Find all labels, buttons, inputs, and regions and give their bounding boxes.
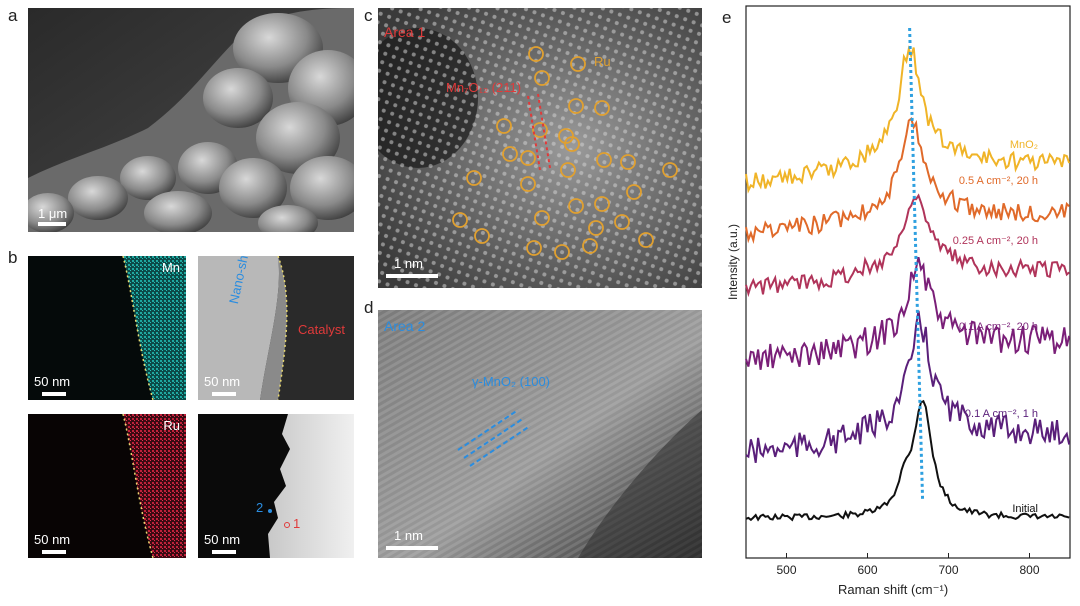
hrtem-area2-image: Area 2 γ-MnO₂ (100) 1 nm <box>378 310 702 558</box>
x-axis-label: Raman shift (cm⁻¹) <box>838 582 949 597</box>
area1-label: Area 1 <box>384 24 426 40</box>
point-2-label: 2 <box>256 500 264 515</box>
panel-label-d: d <box>364 298 374 317</box>
area1-scale-bar <box>386 274 438 278</box>
peak-shift-guide <box>908 27 925 501</box>
plot-frame <box>745 5 1071 559</box>
ru-atom-circle <box>594 100 610 116</box>
ru-atom-circle <box>594 196 610 212</box>
haadf-scale-bar <box>212 550 236 554</box>
mn-scale-bar <box>42 392 66 396</box>
ru-atom-circle <box>496 118 512 134</box>
ru-atom-circle <box>526 240 542 256</box>
ru-map-image: Ru 50 nm <box>28 414 186 558</box>
ru-scale-bar <box>42 550 66 554</box>
panel-label-a: a <box>8 6 18 25</box>
ru-map-title: Ru <box>163 418 180 433</box>
series-line <box>745 193 1070 298</box>
area2-scale-bar <box>386 546 438 550</box>
ru-atom-circle <box>452 212 468 228</box>
ru-atom-circle <box>532 122 548 138</box>
area2-label: Area 2 <box>384 318 426 334</box>
tem-scale-bar <box>212 392 236 396</box>
series-line <box>745 310 1071 463</box>
mn-map-title: Mn <box>161 260 180 275</box>
hrtem-area1-image: Area 1 Mn₇O₁₂ (211) Ru 1 nm <box>378 8 702 288</box>
ru-atom-circle <box>534 70 550 86</box>
raman-chart: 500 600 700 800 Initial 0.1 A cm⁻², 1 h 0.1 A … <box>720 0 1076 601</box>
ru-atom-circle <box>560 162 576 178</box>
point-1-label: 1 <box>293 516 301 531</box>
sem-scale-bar <box>38 222 66 226</box>
tem-image: Nano-shield Catalyst 50 nm <box>198 256 354 400</box>
ru-atom-circle <box>502 146 518 162</box>
series-label: 0.1 A cm⁻², 1 h <box>965 408 1038 420</box>
ru-atom-circle <box>520 176 536 192</box>
series-label: Initial <box>1012 503 1038 515</box>
ru-atom-circle <box>614 214 630 230</box>
series-line <box>745 399 1070 522</box>
point-2-marker <box>268 509 272 513</box>
ru-atom-circle <box>554 244 570 260</box>
ru-scale-label: 50 nm <box>34 532 71 547</box>
haadf-image: 2 1 50 nm <box>198 414 354 558</box>
ru-atom-circle <box>626 184 642 200</box>
series-line <box>745 117 1070 245</box>
haadf-scale-label: 50 nm <box>204 532 241 547</box>
panel-label-b: b <box>8 248 18 267</box>
ru-atom-circle <box>588 220 604 236</box>
ru-atom-circle <box>466 170 482 186</box>
ru-atom-circle <box>520 150 536 166</box>
x-tick-label: 700 <box>938 563 958 577</box>
ru-atom-circle <box>620 154 636 170</box>
area1-scale-label: 1 nm <box>394 256 423 271</box>
ru-atom-circle <box>596 152 612 168</box>
area2-scale-label: 1 nm <box>394 528 423 543</box>
ru-atom-circle <box>528 46 544 62</box>
sem-image: 1 μm <box>28 8 354 232</box>
series-line <box>745 256 1071 370</box>
y-axis-label: Intensity (a.u.) <box>726 223 740 300</box>
ru-atom-circle <box>638 232 654 248</box>
x-tick-label: 600 <box>857 563 877 577</box>
mn-map-image: Mn 50 nm <box>28 256 186 400</box>
series-label: 0.25 A cm⁻², 20 h <box>953 235 1038 247</box>
ru-atom-circle <box>662 162 678 178</box>
ru-atom-circle <box>534 210 550 226</box>
series-line <box>745 45 1071 194</box>
ru-atom-circle <box>474 228 490 244</box>
panel-label-c: c <box>364 6 373 25</box>
mn7o12-plane-label: Mn₇O₁₂ (211) <box>446 80 522 95</box>
point-1-marker <box>284 522 290 528</box>
tem-scale-label: 50 nm <box>204 374 241 389</box>
series-label: MnO₂ <box>1010 139 1038 151</box>
ru-atom-circle <box>570 56 586 72</box>
ru-atom-circle <box>568 98 584 114</box>
ru-atom-label: Ru <box>594 54 611 69</box>
x-tick-label: 500 <box>776 563 796 577</box>
ru-atom-circle <box>568 198 584 214</box>
ru-atom-circle <box>564 136 580 152</box>
sem-scale-label: 1 μm <box>38 206 68 221</box>
catalyst-label: Catalyst <box>298 322 345 337</box>
gamma-mno2-plane-label: γ-MnO₂ (100) <box>472 374 551 389</box>
ru-atom-circle <box>558 128 574 144</box>
ru-atom-circle <box>582 238 598 254</box>
panel-label-e: e <box>722 8 732 27</box>
mn-scale-label: 50 nm <box>34 374 71 389</box>
series-label: 0.1 A cm⁻², 20 h <box>959 321 1038 333</box>
series-label: 0.5 A cm⁻², 20 h <box>959 175 1038 187</box>
x-tick-label: 800 <box>1019 563 1039 577</box>
